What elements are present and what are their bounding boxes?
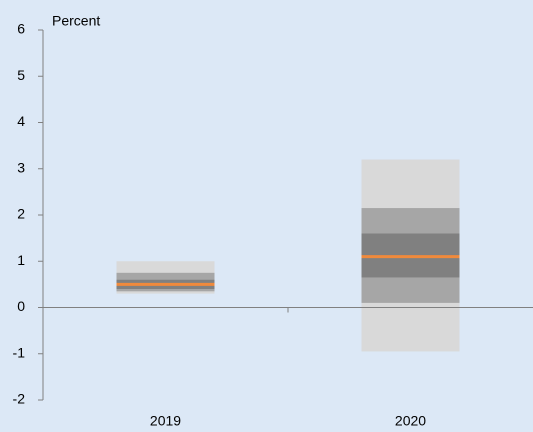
- y-tick-label: 5: [17, 67, 25, 83]
- y-tick-label: -1: [13, 344, 26, 360]
- y-axis-label: Percent: [52, 13, 100, 29]
- y-tick-label: 6: [17, 21, 25, 37]
- x-tick-label: 2020: [395, 413, 426, 429]
- y-tick-label: 3: [17, 159, 25, 175]
- y-tick-label: 2: [17, 206, 25, 222]
- y-tick-label: -2: [13, 391, 26, 407]
- x-tick-label: 2019: [150, 413, 181, 429]
- y-tick-label: 0: [17, 298, 25, 314]
- y-tick-label: 4: [17, 113, 25, 129]
- y-tick-label: 1: [17, 252, 25, 268]
